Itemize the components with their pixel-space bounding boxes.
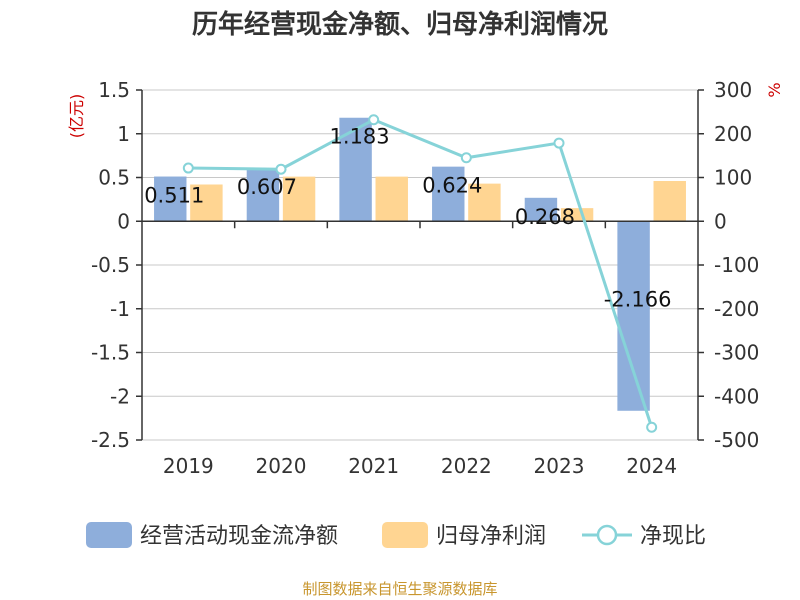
right-tick-label: -500 xyxy=(714,428,759,452)
cashflow-bar-2022 xyxy=(432,166,465,222)
x-tick-label-2024: 2024 xyxy=(626,454,677,478)
cashflow-bar-2020 xyxy=(246,168,280,222)
cashflow-bar-2023 xyxy=(524,197,558,222)
right-axis-ticks: 300 200 100 0 -100 -200 -300 -400 -500 xyxy=(714,78,759,452)
data-label-2021: 1.183 xyxy=(330,125,390,149)
left-tick-label: -2.5 xyxy=(91,428,130,452)
right-tick-label: -400 xyxy=(714,384,759,408)
legend-item-profit[interactable]: 归母净利润 xyxy=(382,522,546,549)
right-tick-label: -300 xyxy=(714,341,759,365)
cashflow-bar-2024 xyxy=(617,221,650,411)
cashflow-bar-2019 xyxy=(154,176,187,222)
profit-bar-2020 xyxy=(282,176,316,222)
profit-bar-2023 xyxy=(560,208,594,222)
right-tick-label: -200 xyxy=(714,297,759,321)
left-tick-label: -1.5 xyxy=(91,341,130,365)
profit-bar-2022 xyxy=(468,183,501,222)
ratio-line-path xyxy=(188,118,654,428)
gridlines xyxy=(142,89,698,441)
legend-label-ratio: 净现比 xyxy=(640,524,706,549)
right-tick-label: 300 xyxy=(714,78,752,102)
x-tick-label-2022: 2022 xyxy=(441,454,492,478)
legend-item-cashflow[interactable]: 经营活动现金流净额 xyxy=(86,522,338,549)
axes xyxy=(136,89,704,441)
profit-bar-2024 xyxy=(653,181,686,222)
ratio-point-2020 xyxy=(275,163,287,175)
right-tick-label: -100 xyxy=(714,253,759,277)
ratio-point-2022 xyxy=(460,152,472,164)
x-tick-label-2023: 2023 xyxy=(534,454,585,478)
legend-swatch-profit xyxy=(382,522,428,548)
legend[interactable]: 经营活动现金流净额 归母净利润 净现比 xyxy=(86,522,706,549)
ratio-point-2019 xyxy=(182,162,194,174)
left-axis-unit: (亿元) xyxy=(67,94,86,139)
legend-label-profit: 归母净利润 xyxy=(436,524,546,549)
legend-label-cashflow: 经营活动现金流净额 xyxy=(140,524,338,549)
legend-swatch-ratio-marker xyxy=(596,524,618,546)
right-tick-label: 0 xyxy=(714,209,727,233)
x-tick-label-2020: 2020 xyxy=(256,454,307,478)
left-tick-label: -2 xyxy=(110,384,130,408)
left-tick-label: 0 xyxy=(117,209,130,233)
right-axis-unit: % xyxy=(765,82,784,97)
right-tick-label: 200 xyxy=(714,122,752,146)
left-tick-label: 0.5 xyxy=(98,166,130,190)
ratio-point-2021 xyxy=(368,114,380,126)
left-axis-ticks: 1.5 1 0.5 0 -0.5 -1 -1.5 -2 -2.5 xyxy=(91,78,130,452)
data-labels: 0.511 0.607 1.183 0.624 0.268 -2.166 xyxy=(144,125,671,312)
left-tick-label: 1 xyxy=(117,122,130,146)
left-tick-label: -1 xyxy=(110,297,130,321)
right-tick-label: 100 xyxy=(714,166,752,190)
data-label-2023: 0.268 xyxy=(515,205,575,229)
profit-bar-2019 xyxy=(190,184,223,222)
data-label-2024: -2.166 xyxy=(604,288,672,312)
ratio-point-2024 xyxy=(646,421,658,433)
data-label-2019: 0.511 xyxy=(144,184,204,208)
data-label-2022: 0.624 xyxy=(422,174,482,198)
x-tick-label-2021: 2021 xyxy=(348,454,399,478)
left-tick-label: 1.5 xyxy=(98,78,130,102)
legend-item-ratio[interactable]: 净现比 xyxy=(582,524,706,549)
chart-title: 历年经营现金净额、归母净利润情况 xyxy=(192,9,608,40)
data-label-2020: 0.607 xyxy=(237,175,297,199)
x-axis-ticks: 2019 2020 2021 2022 2023 2024 xyxy=(163,454,677,478)
left-tick-label: -0.5 xyxy=(91,253,130,277)
profit-bar-2021 xyxy=(375,176,408,222)
x-tick-label-2019: 2019 xyxy=(163,454,214,478)
ratio-line xyxy=(182,114,658,433)
legend-swatch-cashflow xyxy=(86,522,132,548)
bars xyxy=(154,117,686,411)
source-note: 制图数据来自恒生聚源数据库 xyxy=(302,580,497,598)
ratio-point-2023 xyxy=(553,137,565,149)
